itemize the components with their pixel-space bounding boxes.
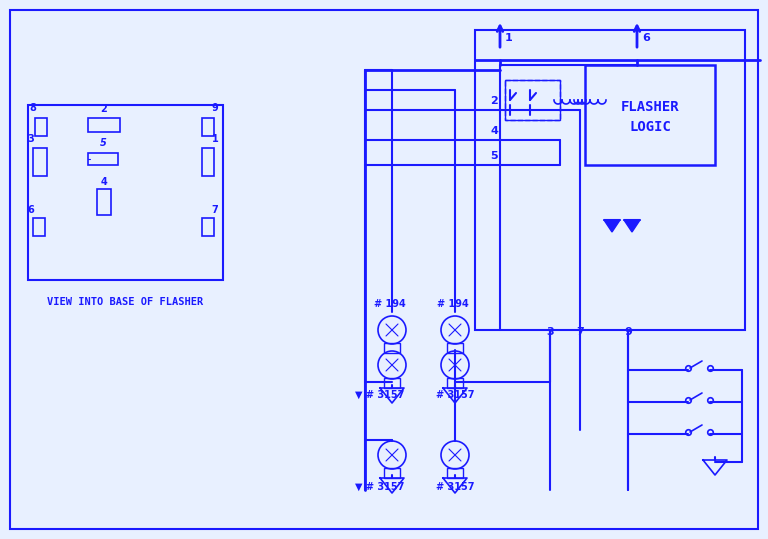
Bar (447, 343, 463, 353)
Bar (447, 378, 463, 388)
Bar (202, 148, 214, 176)
Bar (202, 118, 214, 136)
Text: 2: 2 (101, 104, 108, 114)
Text: 3: 3 (546, 327, 554, 337)
Text: ▼ # 3157: ▼ # 3157 (356, 482, 405, 492)
Text: 7: 7 (576, 327, 584, 337)
Bar (202, 218, 214, 236)
Bar (97, 189, 111, 215)
Text: 6: 6 (28, 205, 35, 215)
Text: 2: 2 (490, 96, 498, 106)
Text: 9: 9 (624, 327, 632, 337)
Polygon shape (604, 220, 620, 232)
Bar (384, 343, 400, 353)
Bar (88, 153, 118, 165)
Text: # 194: # 194 (437, 299, 469, 309)
Text: VIEW INTO BASE OF FLASHER: VIEW INTO BASE OF FLASHER (47, 297, 203, 307)
Bar (505, 80, 560, 120)
Bar (475, 30, 745, 330)
Text: 3: 3 (28, 134, 35, 144)
Text: 1: 1 (505, 33, 513, 43)
Text: 5: 5 (491, 151, 498, 161)
Text: # 3157: # 3157 (435, 482, 475, 492)
Text: 9: 9 (212, 103, 218, 113)
Text: 8: 8 (29, 103, 36, 113)
Bar (447, 468, 463, 478)
Text: 4: 4 (101, 177, 108, 187)
Text: # 194: # 194 (374, 299, 406, 309)
Text: 6: 6 (642, 33, 650, 43)
Bar (88, 118, 120, 132)
Text: # 3157: # 3157 (435, 390, 475, 400)
Bar (33, 148, 47, 176)
Bar (384, 468, 400, 478)
Bar (505, 80, 560, 120)
Text: FLASHER: FLASHER (621, 100, 680, 114)
Text: ▼ # 3157: ▼ # 3157 (356, 390, 405, 400)
Text: 7: 7 (212, 205, 218, 215)
Text: LOGIC: LOGIC (629, 120, 671, 134)
Text: 1: 1 (212, 134, 218, 144)
Text: 5: 5 (100, 138, 107, 148)
Polygon shape (624, 220, 640, 232)
Bar (585, 65, 715, 165)
Bar (33, 218, 45, 236)
Text: 4: 4 (490, 126, 498, 136)
Bar (28, 105, 223, 280)
Bar (35, 118, 47, 136)
Bar (384, 378, 400, 388)
